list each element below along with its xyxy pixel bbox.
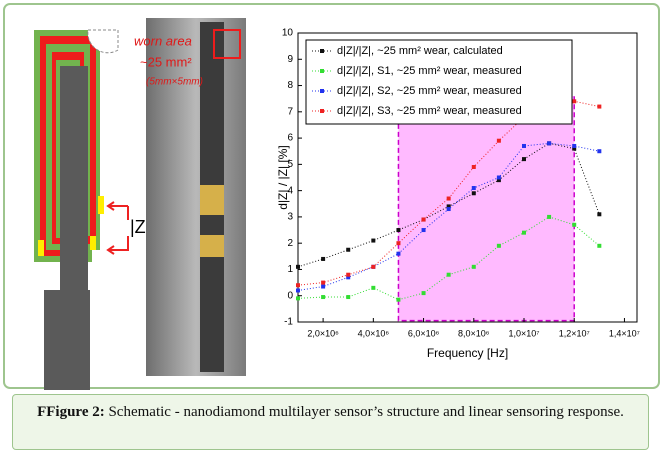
data-point bbox=[496, 138, 501, 143]
data-point bbox=[597, 104, 602, 109]
x-tick-label: 4,0×10⁶ bbox=[358, 328, 390, 338]
caption-label: FFigure 2: bbox=[37, 404, 105, 420]
y-tick-label: 2 bbox=[287, 238, 293, 249]
data-point bbox=[396, 297, 401, 302]
impedance-label: |Z| bbox=[130, 217, 150, 237]
y-tick-label: 7 bbox=[287, 106, 293, 117]
data-point bbox=[321, 256, 326, 261]
data-point bbox=[572, 99, 577, 104]
y-tick-label: 4 bbox=[287, 185, 293, 196]
data-point bbox=[446, 196, 451, 201]
y-tick-label: 6 bbox=[287, 133, 293, 144]
data-point bbox=[371, 238, 376, 243]
data-point bbox=[496, 243, 501, 248]
chart: -1 0 1 2 3 4 5 6 7 8 9 10 2,0×10⁶ 4,0×10⁶ 6,0×10⁶ 8,0×1… bbox=[276, 28, 640, 361]
y-tick-label: 3 bbox=[287, 212, 293, 223]
y-tick-label: -1 bbox=[284, 317, 293, 328]
data-point bbox=[471, 164, 476, 169]
data-point bbox=[446, 272, 451, 277]
y-tick-label: 10 bbox=[282, 28, 294, 39]
data-point bbox=[346, 275, 351, 280]
y-tick-label: 9 bbox=[287, 54, 293, 65]
data-point bbox=[396, 251, 401, 256]
data-point bbox=[547, 214, 552, 219]
data-point bbox=[471, 264, 476, 269]
y-tick-label: 1 bbox=[287, 264, 293, 275]
data-point bbox=[572, 143, 577, 148]
data-point bbox=[346, 295, 351, 300]
data-point bbox=[496, 178, 501, 183]
data-point bbox=[471, 186, 476, 191]
data-point bbox=[597, 243, 602, 248]
legend-marker bbox=[320, 49, 324, 53]
data-point bbox=[522, 230, 526, 235]
data-point bbox=[471, 191, 476, 196]
x-tick-label: 8,0×10⁶ bbox=[458, 328, 490, 338]
data-point bbox=[321, 284, 326, 289]
data-point bbox=[597, 149, 602, 154]
x-tick-label: 6,0×10⁶ bbox=[408, 328, 440, 338]
data-point bbox=[371, 285, 376, 290]
data-point bbox=[296, 288, 300, 293]
data-point bbox=[296, 264, 300, 269]
plot-frame bbox=[297, 32, 638, 323]
caption: FFigure 2: Schematic - nanodiamond multi… bbox=[12, 394, 649, 450]
data-point bbox=[371, 264, 376, 269]
legend-label: d|Z|/|Z|, S1, ~25 mm² wear, measured bbox=[337, 65, 522, 77]
annotation: ~25 mm² bbox=[140, 54, 192, 69]
data-point bbox=[296, 296, 300, 301]
annotation: worn area bbox=[134, 33, 192, 48]
data-point bbox=[446, 207, 451, 212]
data-point bbox=[522, 157, 526, 162]
data-point bbox=[522, 143, 526, 148]
x-tick-label: 1,4×10⁷ bbox=[609, 328, 640, 338]
y-tick-label: 5 bbox=[287, 159, 293, 170]
highlight-region bbox=[397, 95, 575, 322]
schematic: |Z| bbox=[34, 29, 150, 390]
x-axis-label: Frequency [Hz] bbox=[427, 346, 508, 360]
y-tick-label: 8 bbox=[287, 80, 293, 91]
data-point bbox=[396, 241, 401, 246]
x-tick-label: 2,0×10⁶ bbox=[307, 328, 339, 338]
y-axis-label: d|Z| / |Z| [%] bbox=[276, 145, 290, 209]
caption-text: Schematic - nanodiamond multilayer senso… bbox=[108, 404, 624, 420]
legend-box bbox=[305, 39, 573, 125]
photo: worn area ~25 mm² (5mm×5mm) bbox=[134, 18, 246, 376]
data-point bbox=[321, 295, 326, 300]
data-point bbox=[597, 212, 602, 217]
data-point bbox=[346, 272, 351, 277]
data-point bbox=[296, 283, 300, 288]
data-point bbox=[396, 228, 401, 233]
x-tick-label: 1,0×10⁷ bbox=[508, 328, 539, 338]
x-tick-label: 1,2×10⁷ bbox=[559, 328, 590, 338]
data-point bbox=[346, 247, 351, 252]
data-point bbox=[421, 228, 426, 233]
data-point bbox=[496, 175, 501, 180]
data-point bbox=[547, 141, 552, 146]
data-point bbox=[572, 146, 577, 151]
legend-label: d|Z|/|Z|, ~25 mm² wear, calculated bbox=[337, 45, 503, 57]
legend-marker bbox=[320, 109, 324, 113]
legend-marker bbox=[320, 89, 324, 93]
annotation: (5mm×5mm) bbox=[146, 77, 203, 88]
data-point bbox=[421, 217, 426, 222]
legend-marker bbox=[320, 69, 324, 73]
y-tick-label: 0 bbox=[287, 290, 293, 301]
figure-graphics: |Z| worn area ~25 mm² (5mm×5mm) -1 0 1 2 3 4 5… bbox=[3, 3, 660, 390]
data-point bbox=[321, 280, 326, 285]
data-point bbox=[446, 204, 451, 209]
legend-label: d|Z|/|Z|, S3, ~25 mm² wear, measured bbox=[337, 105, 522, 117]
data-point bbox=[421, 291, 426, 296]
data-point bbox=[572, 222, 577, 227]
legend-label: d|Z|/|Z|, S2, ~25 mm² wear, measured bbox=[337, 85, 522, 97]
